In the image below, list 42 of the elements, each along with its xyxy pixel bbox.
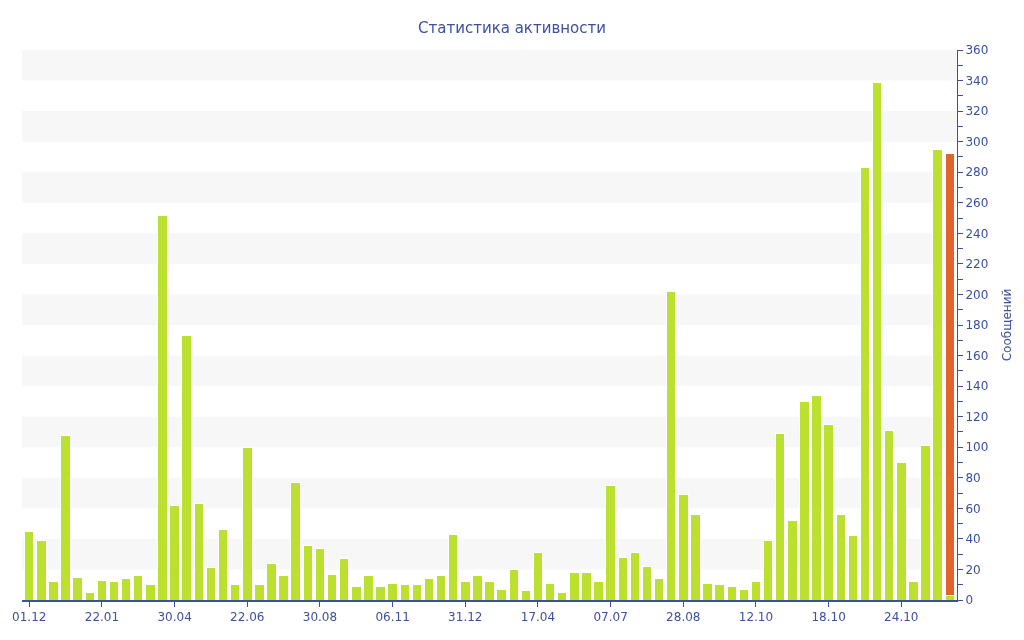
- y-tick-label: 160: [965, 348, 989, 363]
- bar: [108, 581, 120, 600]
- bar: [435, 575, 447, 600]
- x-tick-label: 30.04: [157, 610, 192, 625]
- y-tick-label: 300: [965, 134, 989, 149]
- x-tick-label: 06.11: [375, 610, 410, 625]
- x-tick-label: 24.10: [884, 610, 919, 625]
- x-tick-label: 30.08: [302, 610, 338, 625]
- y-tick-label: 240: [965, 226, 989, 241]
- x-tick-label: 28.08: [666, 610, 701, 625]
- x-tick-label: 07.07: [593, 610, 628, 625]
- y-tick-label: 340: [965, 73, 989, 88]
- y-tick-label: 0: [965, 593, 974, 608]
- y-tick-label: 100: [965, 440, 989, 455]
- x-tick-label: 01.12: [12, 610, 47, 625]
- x-tick-label: 22.01: [84, 610, 120, 625]
- y-tick-label: 40: [965, 532, 981, 547]
- x-tick-label: 31.12: [448, 610, 483, 625]
- y-tick-label: 120: [965, 409, 989, 424]
- y-axis-title: Сообщений: [1000, 288, 1015, 362]
- y-tick-label: 280: [965, 165, 989, 180]
- bar: [544, 582, 556, 600]
- bar: [750, 581, 762, 600]
- y-tick-label: 220: [965, 257, 989, 272]
- y-tick-label: 140: [965, 379, 989, 394]
- bar: [423, 578, 435, 600]
- y-tick-label: 80: [965, 470, 981, 485]
- y-tick-label: 60: [965, 501, 981, 516]
- bar: [326, 573, 338, 600]
- y-tick-label: 200: [965, 287, 989, 302]
- x-tick-label: 17.04: [520, 610, 556, 625]
- bar: [653, 578, 665, 600]
- y-tick-label: 320: [965, 104, 989, 119]
- x-tick-label: 22.06: [230, 610, 265, 625]
- bar: [96, 579, 108, 600]
- chart-title: Статистика активности: [418, 18, 606, 37]
- y-tick-label: 260: [965, 195, 989, 210]
- y-tick-label: 360: [965, 43, 989, 58]
- y-tick-label: 20: [965, 562, 981, 577]
- y-tick-label: 180: [965, 318, 989, 333]
- x-tick-label: 12.10: [738, 610, 774, 625]
- x-tick-label: 18.10: [811, 610, 846, 625]
